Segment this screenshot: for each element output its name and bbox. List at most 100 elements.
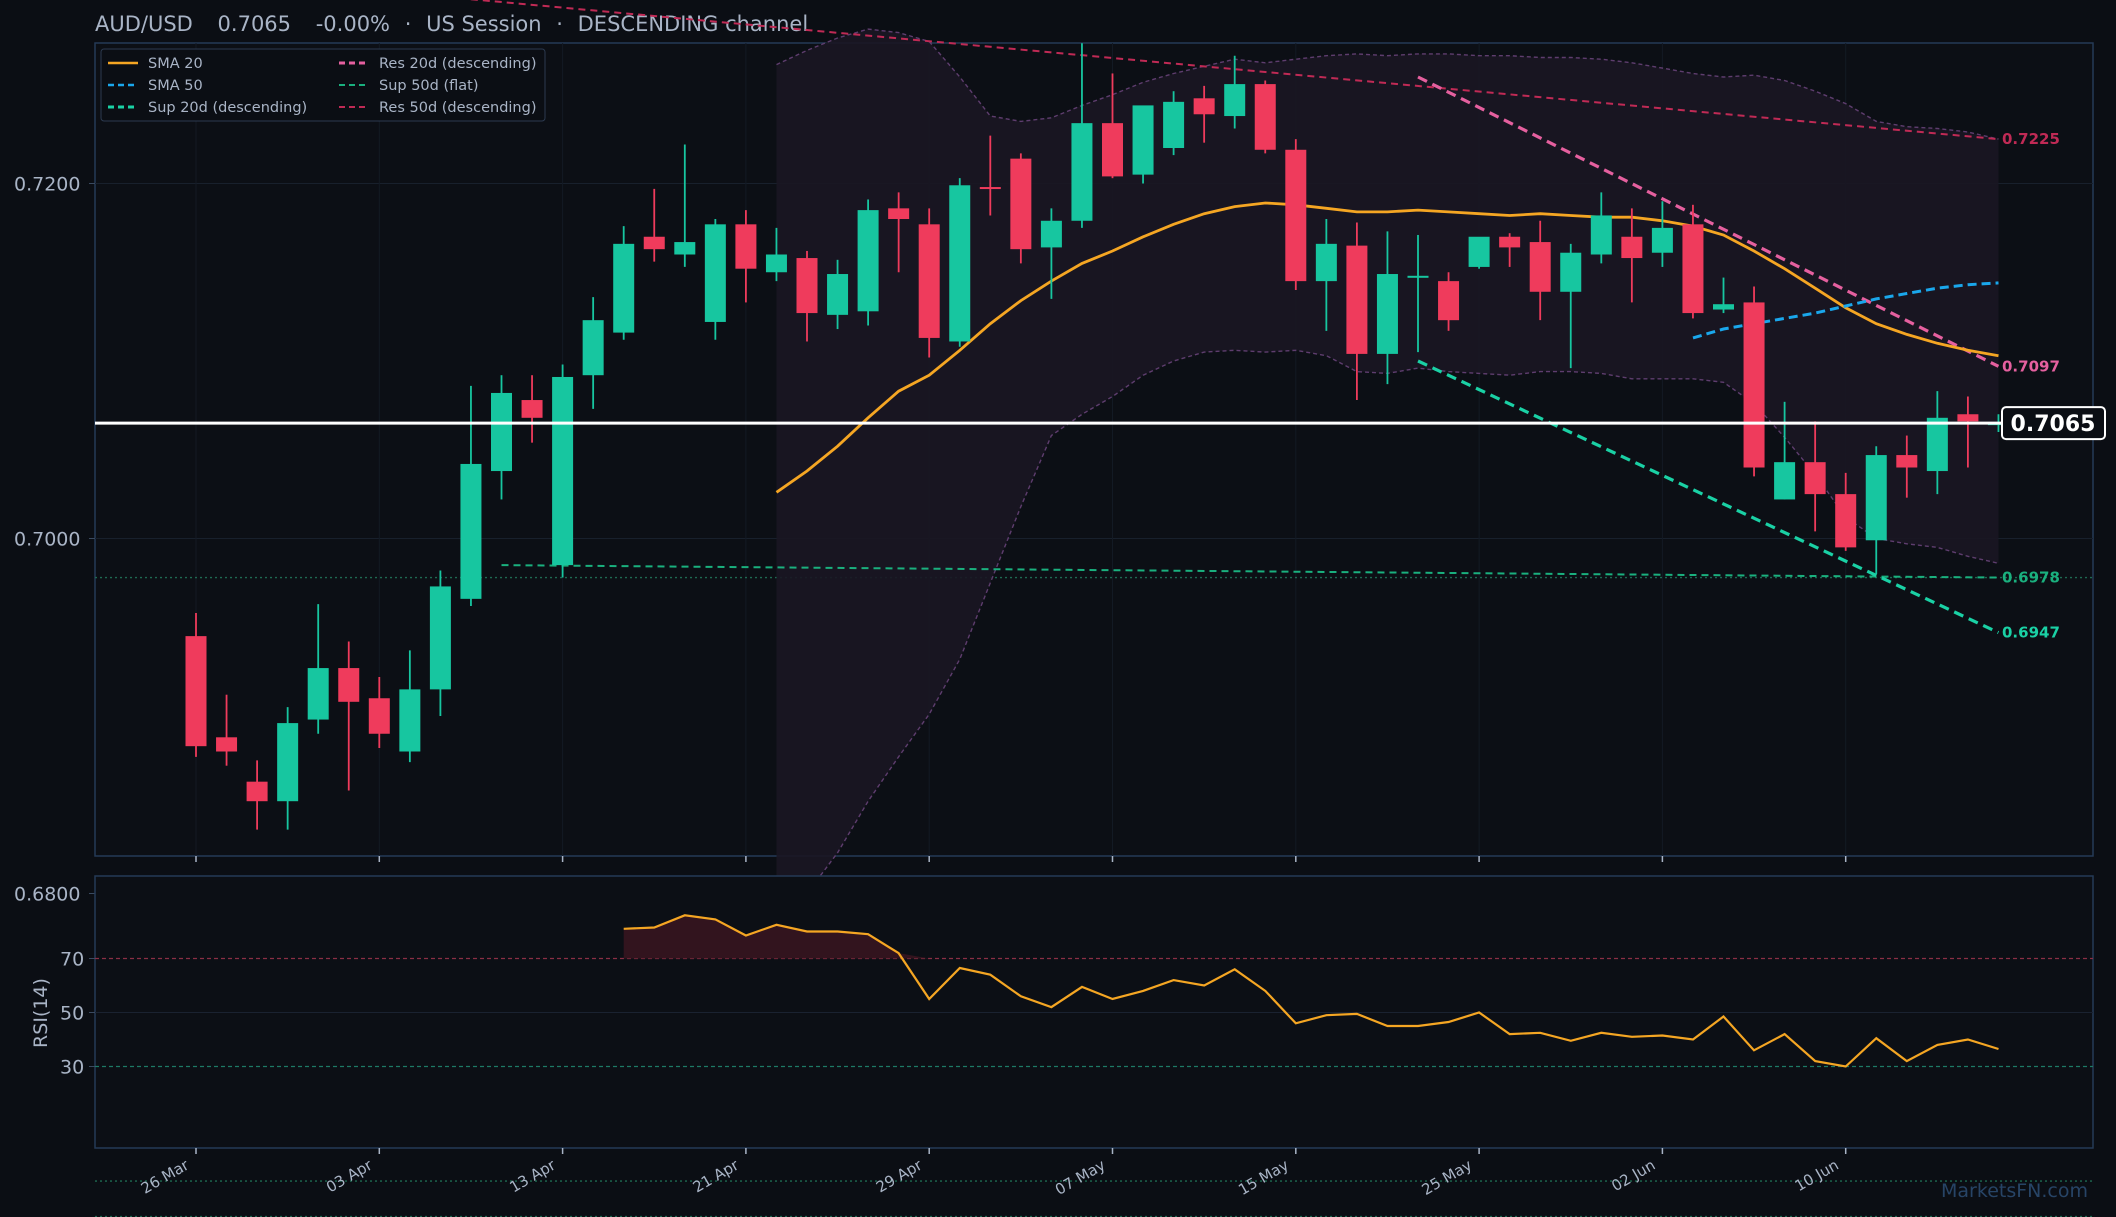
candle-body bbox=[338, 668, 360, 702]
price-tick-label: 0.7200 bbox=[14, 174, 80, 196]
level-end-labels: 0.7225 0.7097 0.6978 0.6947 bbox=[2002, 130, 2060, 641]
candle bbox=[1957, 396, 1979, 468]
rsi-overbought-fill bbox=[623, 915, 1999, 959]
candle bbox=[307, 604, 329, 734]
candle bbox=[1315, 219, 1337, 331]
candle-body bbox=[1346, 245, 1368, 354]
candle-body bbox=[1896, 455, 1918, 468]
candle bbox=[1102, 73, 1123, 179]
candle-body bbox=[460, 463, 482, 599]
candle bbox=[1682, 204, 1704, 319]
candle bbox=[888, 192, 910, 273]
candle-body bbox=[1193, 98, 1215, 115]
rsi-indicator: 30 50 70 bbox=[60, 914, 2093, 1079]
candle-body bbox=[1132, 105, 1154, 175]
candle bbox=[827, 259, 849, 330]
candle-body bbox=[1407, 275, 1429, 278]
candle-body bbox=[1651, 227, 1673, 253]
candle-body bbox=[1682, 224, 1704, 314]
candle-body bbox=[735, 224, 757, 269]
candle-body bbox=[1865, 455, 1887, 541]
candle bbox=[1224, 55, 1246, 129]
candle bbox=[1835, 472, 1857, 551]
candle-body bbox=[1315, 243, 1337, 282]
candle-body bbox=[674, 242, 696, 255]
rsi-line bbox=[623, 914, 1999, 1068]
candle-body bbox=[1835, 494, 1857, 548]
candle-body bbox=[888, 208, 910, 219]
candle-body bbox=[1285, 149, 1307, 282]
candle bbox=[918, 208, 940, 358]
res-50d-line bbox=[468, 0, 1999, 141]
candle-body bbox=[491, 392, 512, 472]
candle-body bbox=[429, 586, 451, 690]
candle bbox=[1560, 243, 1582, 369]
candle bbox=[277, 707, 299, 830]
title-price: 0.7065 bbox=[218, 12, 291, 36]
candle-body bbox=[1560, 252, 1582, 292]
current-price-label: 0.7065 bbox=[2011, 412, 2096, 437]
candle-body bbox=[704, 224, 726, 322]
candle bbox=[613, 226, 635, 340]
candle-body bbox=[368, 698, 390, 734]
support-resistance-lines bbox=[468, 0, 2000, 635]
candle bbox=[429, 570, 451, 716]
candle bbox=[1040, 208, 1062, 299]
sup-50d-line bbox=[501, 564, 1999, 579]
candle-body bbox=[216, 737, 238, 752]
candle bbox=[674, 144, 696, 267]
moving-averages bbox=[775, 201, 1999, 494]
candle-body bbox=[979, 187, 1001, 190]
candle bbox=[491, 375, 512, 500]
candle-body bbox=[1743, 302, 1765, 468]
sup-50d-line-value: 0.6978 bbox=[2002, 569, 2060, 587]
candle bbox=[1193, 85, 1215, 143]
candle-body bbox=[1804, 462, 1826, 495]
candle-body bbox=[1376, 274, 1398, 354]
title-session: US Session bbox=[426, 12, 542, 36]
title-channel: DESCENDING channel bbox=[578, 12, 809, 36]
candle-body bbox=[827, 274, 849, 315]
rsi-tick-label: 70 bbox=[60, 949, 84, 971]
candle bbox=[1010, 153, 1032, 264]
candle bbox=[399, 650, 421, 763]
candle-body bbox=[1957, 414, 1979, 422]
legend-label: Sup 50d (flat) bbox=[379, 78, 479, 94]
legend-label: Sup 20d (descending) bbox=[148, 100, 307, 116]
candle-body bbox=[1438, 281, 1460, 321]
res-50d-line-value: 0.7225 bbox=[2002, 130, 2060, 148]
candle-body bbox=[307, 668, 329, 720]
candle-body bbox=[796, 258, 818, 314]
candle-body bbox=[1590, 215, 1612, 255]
candle bbox=[979, 135, 1001, 216]
candle bbox=[1590, 192, 1612, 264]
candle bbox=[1071, 43, 1093, 228]
sma20-line bbox=[775, 201, 1999, 494]
candle bbox=[1346, 222, 1368, 401]
sup-20d-line bbox=[1417, 359, 2000, 635]
candle bbox=[1438, 272, 1460, 331]
candle bbox=[949, 178, 971, 347]
candle bbox=[552, 364, 574, 578]
legend-label: SMA 50 bbox=[148, 78, 203, 94]
candle bbox=[1865, 446, 1887, 574]
candle bbox=[1926, 391, 1948, 495]
candle-body bbox=[918, 224, 940, 338]
res-20d-line-value: 0.7097 bbox=[2002, 357, 2060, 375]
res-20d-line bbox=[1417, 75, 2000, 368]
legend: SMA 20 SMA 50 Sup 20d (descending) Res 20d … bbox=[100, 48, 546, 122]
candle-body bbox=[949, 185, 971, 342]
candle bbox=[1743, 286, 1765, 477]
candle-body bbox=[1224, 84, 1246, 117]
candle-body bbox=[1529, 242, 1551, 292]
candle-body bbox=[552, 376, 574, 566]
candle bbox=[1529, 220, 1551, 321]
current-price-box bbox=[2001, 406, 2106, 441]
candlesticks bbox=[185, 43, 2009, 830]
candle bbox=[704, 219, 726, 340]
legend-label: Res 20d (descending) bbox=[379, 56, 536, 72]
candle-body bbox=[1774, 462, 1796, 500]
title-change: -0.00% bbox=[316, 12, 390, 36]
title-symbol: AUD/USD bbox=[95, 12, 193, 36]
